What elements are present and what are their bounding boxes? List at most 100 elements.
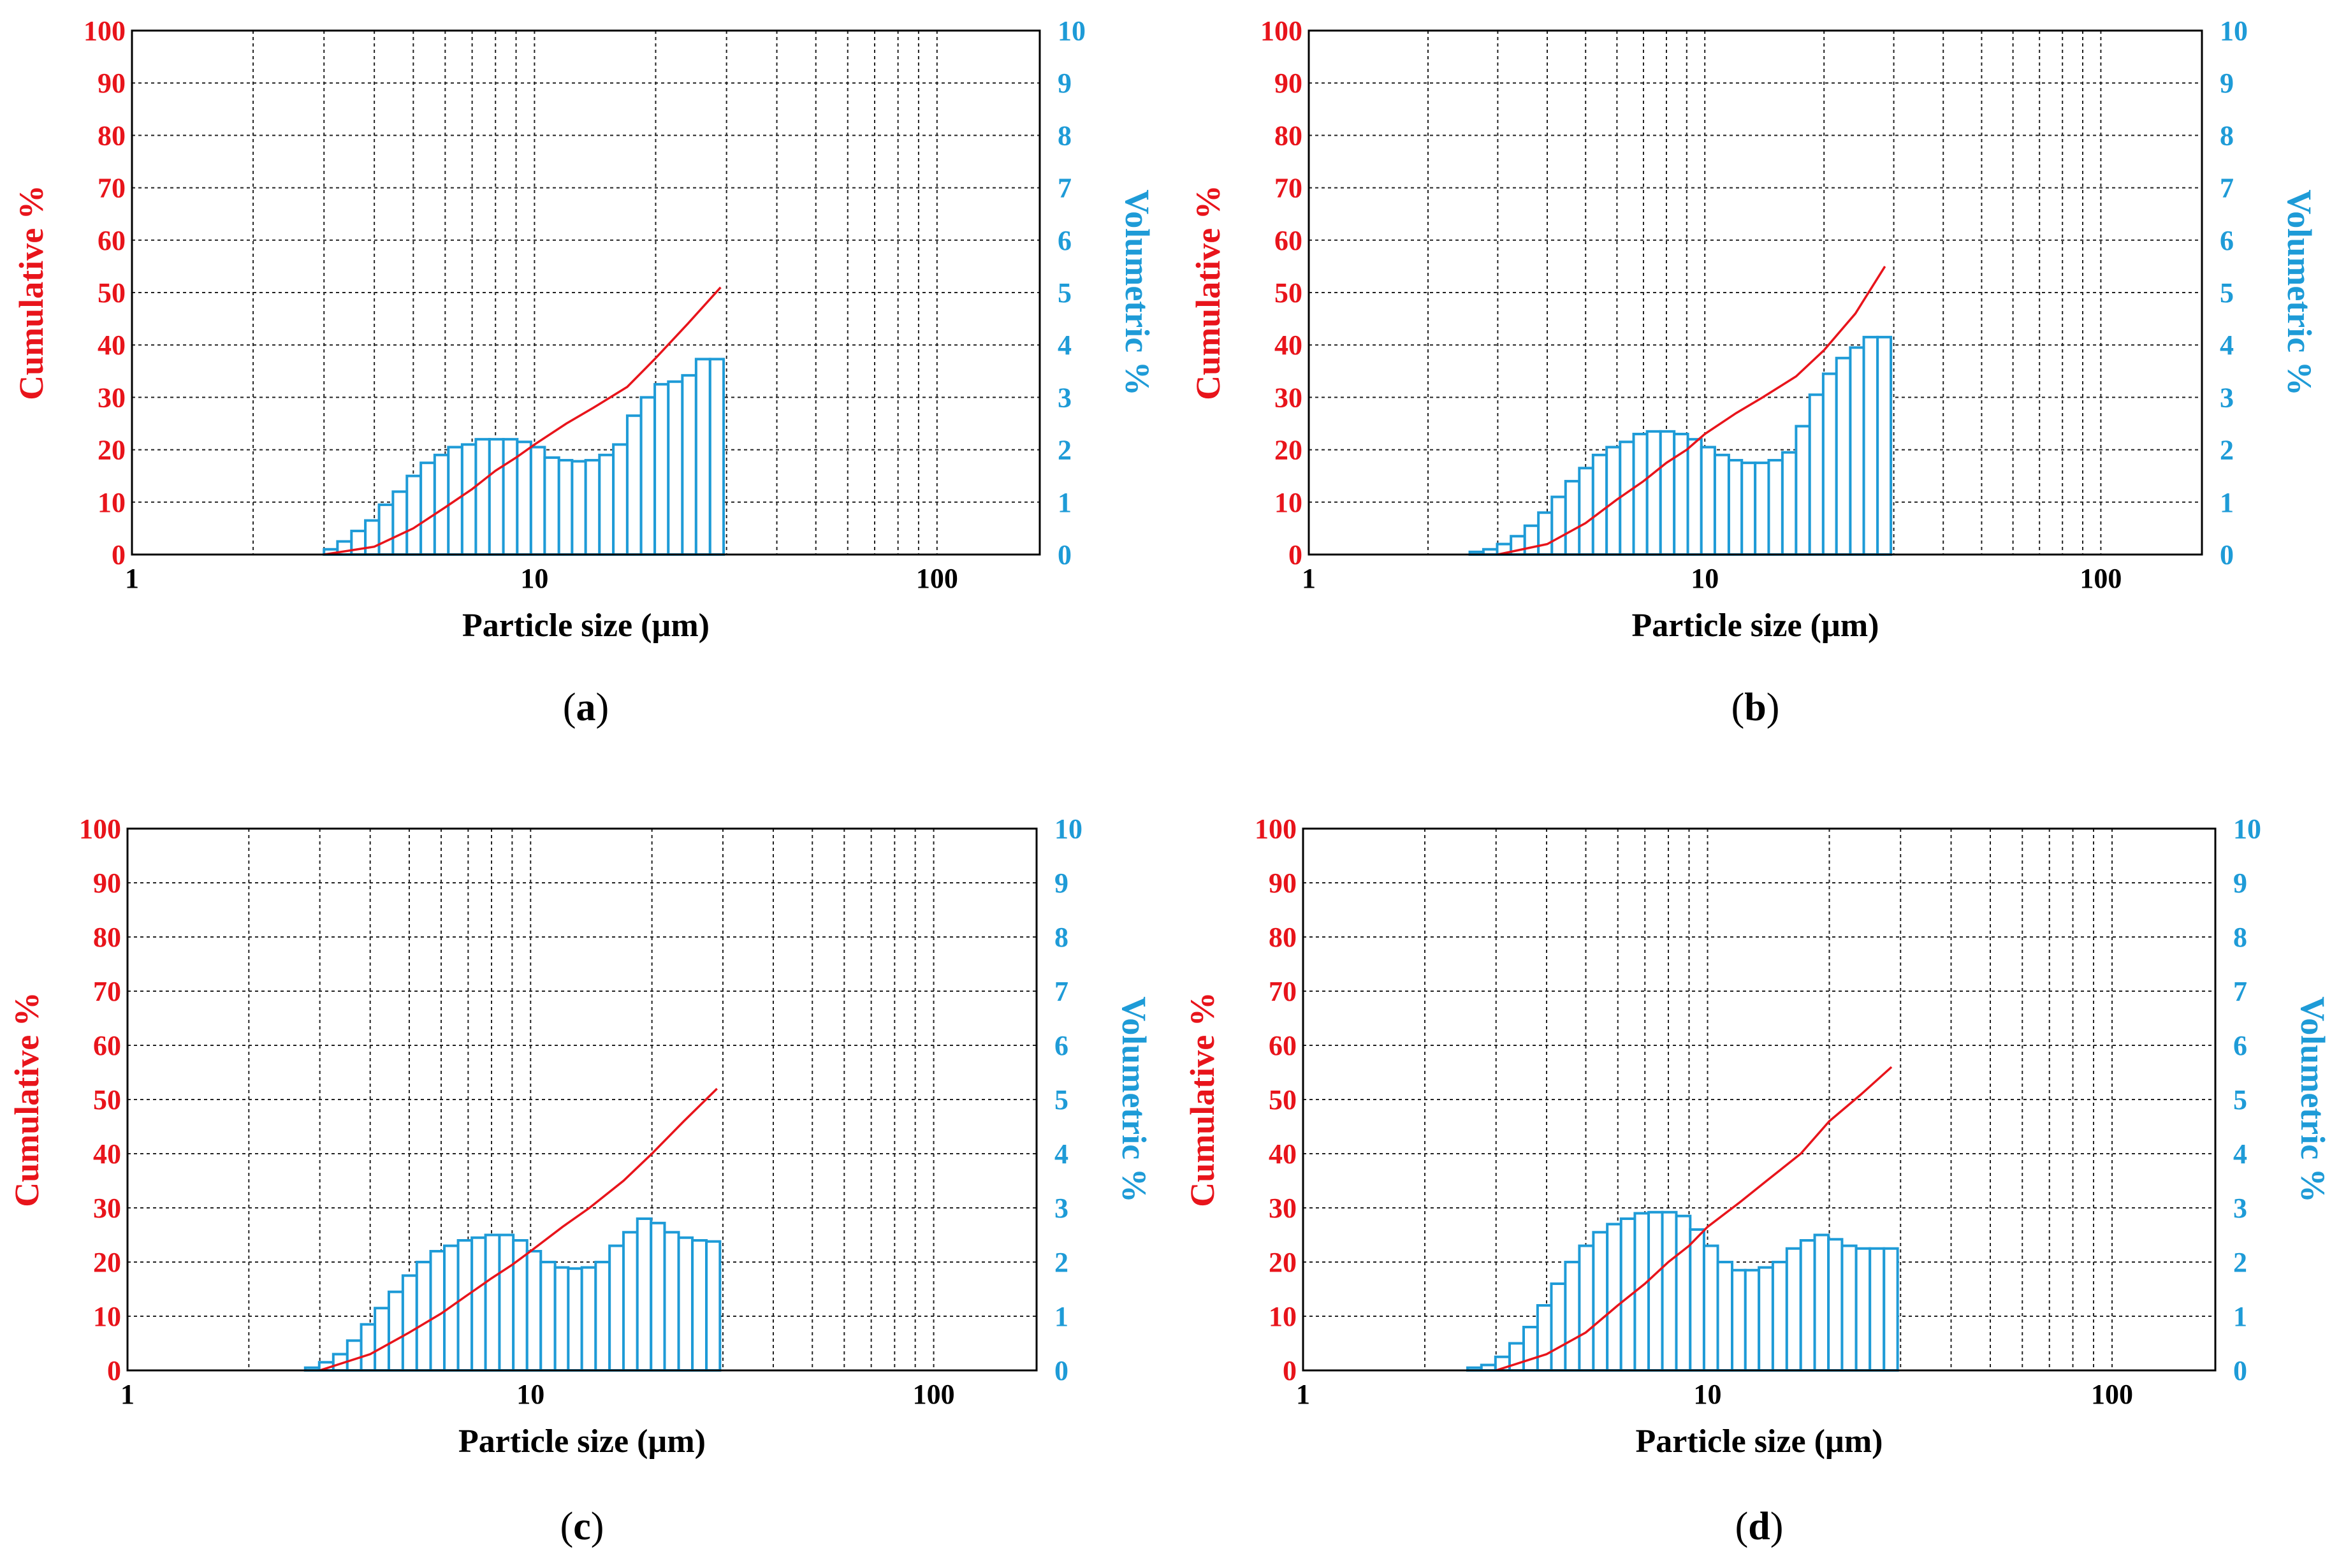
volumetric-bar — [567, 1267, 583, 1372]
volumetric-bar — [1522, 1326, 1539, 1372]
volumetric-bar — [1606, 1223, 1622, 1372]
volumetric-bar — [405, 474, 423, 556]
plot-frame — [131, 29, 1041, 556]
volumetric-bar — [1849, 346, 1865, 556]
y-tick-right: 0 — [2220, 539, 2234, 570]
y-axis-label-left: Cumulative % — [1189, 185, 1227, 400]
y-tick-right: 1 — [1058, 487, 1072, 518]
x-tick-label: 100 — [2091, 1379, 2133, 1410]
volumetric-bar — [608, 1244, 625, 1372]
y-tick-right: 0 — [1054, 1355, 1068, 1386]
volumetric-bar — [433, 453, 450, 556]
panel-label-open: ( — [1731, 686, 1745, 729]
y-axis-label-left: Cumulative % — [1183, 992, 1221, 1207]
y-tick-left: 60 — [98, 225, 126, 256]
y-tick-left: 40 — [98, 330, 126, 361]
y-tick-right: 5 — [2233, 1084, 2247, 1115]
y-tick-left: 90 — [1269, 867, 1297, 899]
volumetric-bar — [539, 1261, 557, 1372]
volumetric-bar — [364, 519, 381, 556]
x-tick-label: 1 — [125, 563, 139, 594]
y-tick-left: 20 — [1274, 435, 1302, 466]
y-tick-left: 40 — [1274, 330, 1302, 361]
y-tick-left: 90 — [93, 867, 121, 899]
y-tick-left: 100 — [1255, 813, 1297, 845]
volumetric-bar — [1799, 1239, 1816, 1372]
volumetric-bar — [584, 459, 601, 556]
volumetric-bar — [1795, 425, 1811, 556]
y-tick-left: 80 — [1274, 120, 1302, 151]
y-axis-label-left: Cumulative % — [8, 992, 46, 1207]
volumetric-bar — [677, 1236, 694, 1372]
y-tick-left: 30 — [98, 382, 126, 413]
y-tick-left: 90 — [98, 68, 126, 99]
volumetric-bar — [529, 446, 546, 556]
volumetric-bar — [474, 438, 491, 556]
volumetric-bar — [1754, 461, 1770, 556]
volumetric-bar — [1781, 451, 1798, 556]
y-tick-right: 2 — [2233, 1247, 2247, 1278]
panel-label: (d) — [1735, 1505, 1784, 1548]
volumetric-bar — [1758, 1266, 1774, 1372]
volumetric-bar — [1771, 1261, 1788, 1372]
volumetric-bar — [1592, 1231, 1609, 1372]
volumetric-bar — [1537, 511, 1554, 556]
volumetric-bar — [1840, 1244, 1858, 1372]
y-tick-left: 60 — [1274, 225, 1302, 256]
y-tick-right: 3 — [2233, 1193, 2247, 1224]
y-tick-right: 0 — [2233, 1355, 2247, 1386]
volumetric-bar — [1821, 372, 1838, 556]
y-tick-left: 80 — [1269, 922, 1297, 953]
volumetric-bar — [460, 443, 477, 556]
volumetric-bar — [1647, 1210, 1664, 1372]
y-tick-left: 40 — [93, 1138, 121, 1170]
volumetric-bar — [1827, 1238, 1844, 1372]
volumetric-bar — [1716, 1261, 1734, 1372]
volumetric-bar — [553, 1266, 570, 1372]
volumetric-bar — [387, 1290, 404, 1372]
volumetric-bar — [1744, 1268, 1761, 1372]
x-tick-label: 100 — [913, 1379, 955, 1410]
y-tick-right: 10 — [2233, 813, 2261, 845]
x-tick-label: 10 — [520, 563, 548, 594]
volumetric-bar — [653, 382, 670, 556]
panel-label-open: ( — [560, 1505, 574, 1548]
y-tick-right: 1 — [1054, 1301, 1068, 1332]
volumetric-bar — [1731, 1268, 1747, 1372]
x-tick-label: 100 — [2080, 563, 2122, 594]
volumetric-bar — [691, 1239, 708, 1372]
panel-label-close: ) — [591, 1505, 604, 1548]
y-tick-right: 0 — [1058, 539, 1072, 570]
volumetric-bar — [429, 1250, 446, 1372]
volumetric-bar — [1578, 467, 1594, 556]
y-tick-left: 60 — [93, 1030, 121, 1061]
cumulative-line — [324, 286, 722, 556]
cumulative-line — [1497, 265, 1886, 556]
volumetric-bar — [1536, 1304, 1553, 1372]
y-axis-label-right: Volumetric % — [1115, 996, 1153, 1202]
x-tick-label: 1 — [120, 1379, 135, 1410]
y-tick-right: 5 — [1054, 1084, 1068, 1115]
y-tick-left: 50 — [1274, 277, 1302, 309]
y-tick-left: 100 — [1260, 15, 1302, 47]
y-tick-left: 70 — [1274, 173, 1302, 204]
volumetric-bar — [1702, 1244, 1719, 1372]
y-tick-right: 3 — [1054, 1193, 1068, 1224]
volumetric-bar — [594, 1261, 611, 1372]
y-tick-left: 100 — [84, 15, 126, 47]
volumetric-bar — [1659, 430, 1676, 556]
y-tick-left: 80 — [98, 120, 126, 151]
volumetric-bar — [502, 438, 519, 556]
y-tick-right: 10 — [2220, 15, 2248, 47]
y-tick-right: 1 — [2233, 1301, 2247, 1332]
volumetric-bar — [650, 1221, 666, 1372]
y-tick-left: 50 — [93, 1084, 121, 1115]
y-tick-left: 0 — [107, 1355, 121, 1386]
x-axis-label: Particle size (µm) — [1636, 1423, 1883, 1460]
x-axis-label: Particle size (µm) — [458, 1423, 706, 1460]
panel-label: (c) — [560, 1505, 604, 1548]
y-tick-left: 10 — [1274, 487, 1302, 518]
volumetric-bar — [1619, 440, 1635, 556]
